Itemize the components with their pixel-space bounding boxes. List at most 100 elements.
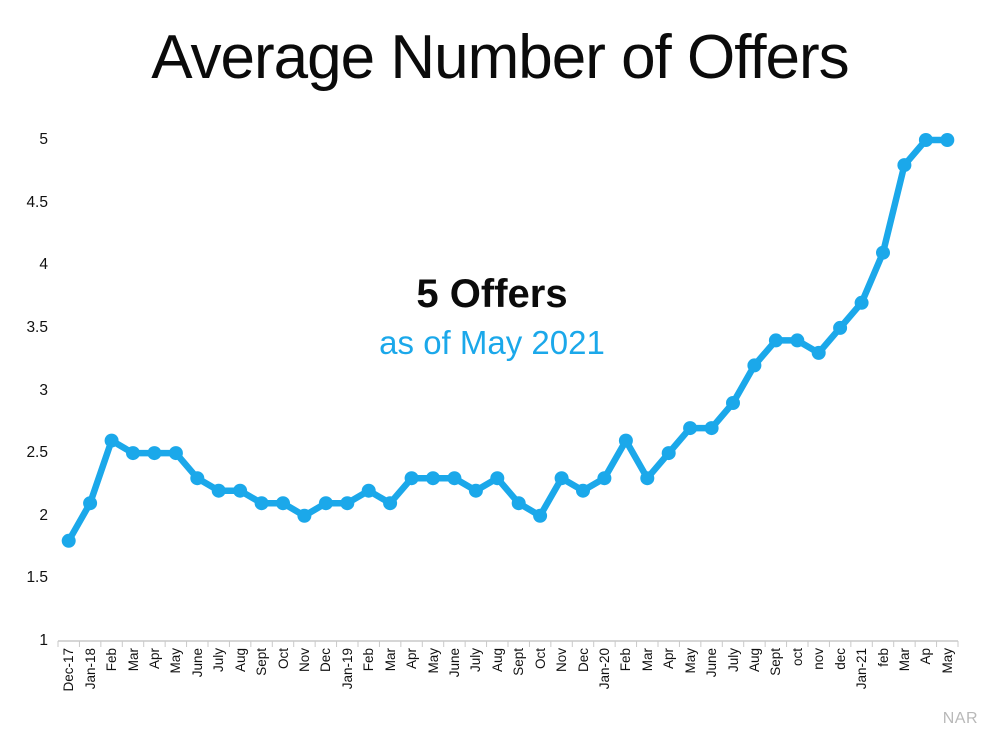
data-point bbox=[276, 496, 290, 511]
data-point bbox=[126, 446, 140, 461]
data-point bbox=[168, 446, 183, 461]
x-axis-label: Apr bbox=[661, 648, 677, 670]
data-point bbox=[897, 158, 912, 173]
x-axis-label: Ap bbox=[918, 648, 934, 665]
data-point bbox=[468, 483, 483, 498]
data-point bbox=[404, 471, 419, 486]
y-axis-label: 5 bbox=[39, 131, 48, 148]
y-axis-label: 3.5 bbox=[26, 319, 48, 336]
data-point bbox=[940, 133, 955, 147]
data-point bbox=[640, 471, 655, 486]
data-point bbox=[61, 533, 76, 548]
x-axis-label: Dec bbox=[318, 648, 334, 673]
x-axis-label: Aug bbox=[746, 648, 762, 673]
data-point bbox=[811, 345, 826, 360]
x-axis-label: May bbox=[425, 648, 441, 674]
x-axis-label: Dec bbox=[575, 648, 591, 673]
data-point bbox=[554, 471, 569, 486]
x-axis-label: June bbox=[704, 648, 720, 678]
x-axis-label: Jan-19 bbox=[339, 648, 355, 690]
x-axis-label: Jan-21 bbox=[854, 648, 870, 690]
y-axis-label: 3 bbox=[39, 382, 48, 399]
x-axis-label: Aug bbox=[489, 648, 505, 673]
x-axis-label: Nov bbox=[296, 648, 312, 673]
chart-title: Average Number of Offers bbox=[151, 23, 849, 92]
data-point bbox=[683, 421, 698, 436]
data-point bbox=[747, 358, 762, 373]
x-axis-label: Sept bbox=[511, 648, 527, 676]
x-axis-label: Nov bbox=[554, 648, 570, 673]
x-axis-label: May bbox=[168, 648, 184, 674]
data-point bbox=[361, 483, 376, 498]
data-point bbox=[597, 471, 612, 486]
data-point bbox=[511, 496, 526, 511]
data-point bbox=[790, 333, 805, 348]
x-axis-label: Mar bbox=[639, 648, 655, 672]
data-point bbox=[854, 295, 869, 310]
data-point bbox=[211, 483, 226, 498]
annotation-subline: as of May 2021 bbox=[379, 324, 605, 361]
x-axis-label: Feb bbox=[618, 648, 634, 672]
x-axis-label: June bbox=[189, 648, 205, 678]
x-axis-label: dec bbox=[832, 648, 848, 670]
x-axis-label: Apr bbox=[404, 648, 420, 670]
x-axis-label: nov bbox=[811, 648, 827, 670]
x-axis-label: Mar bbox=[125, 648, 141, 672]
data-point bbox=[318, 496, 333, 511]
y-axis-label: 4.5 bbox=[26, 194, 48, 211]
x-axis-label: Feb bbox=[104, 648, 120, 672]
x-axis-label: July bbox=[211, 648, 227, 673]
data-point bbox=[876, 245, 890, 260]
data-point bbox=[83, 496, 98, 511]
x-axis-label: Apr bbox=[146, 648, 162, 670]
x-axis-label: Aug bbox=[232, 648, 248, 673]
annotation-headline: 5 Offers bbox=[416, 272, 568, 316]
x-axis-label: Jan-20 bbox=[596, 648, 612, 690]
data-point bbox=[190, 471, 205, 486]
data-point bbox=[918, 133, 933, 147]
x-axis-label: June bbox=[446, 648, 462, 678]
x-axis-label: Oct bbox=[275, 648, 291, 670]
data-point bbox=[340, 496, 355, 511]
x-axis-label: Dec-17 bbox=[61, 648, 77, 692]
data-point bbox=[768, 333, 783, 348]
y-axis-label: 2 bbox=[39, 507, 48, 524]
data-point bbox=[704, 421, 719, 436]
x-axis-label: feb bbox=[875, 648, 891, 667]
data-point bbox=[618, 433, 633, 448]
x-axis-label: Jan-18 bbox=[82, 648, 98, 690]
data-point bbox=[254, 496, 269, 511]
data-point bbox=[833, 320, 848, 335]
x-axis-label: July bbox=[725, 648, 741, 673]
source-label: NAR bbox=[942, 710, 978, 727]
x-axis-label: Sept bbox=[254, 648, 270, 676]
data-point bbox=[490, 471, 505, 486]
x-axis-label: Feb bbox=[361, 648, 377, 672]
x-axis-label: Mar bbox=[382, 648, 398, 672]
annotation: 5 Offers as of May 2021 bbox=[379, 270, 605, 362]
y-axis-label: 2.5 bbox=[26, 444, 48, 461]
data-point bbox=[383, 496, 398, 511]
x-axis-label: Oct bbox=[532, 648, 548, 670]
x-axis-label: oct bbox=[789, 648, 805, 667]
data-point bbox=[426, 471, 440, 486]
data-point bbox=[533, 508, 548, 523]
x-axis-label: July bbox=[468, 648, 484, 673]
y-axis-label: 1.5 bbox=[26, 569, 48, 586]
data-point bbox=[104, 433, 119, 448]
x-axis-label: Mar bbox=[896, 648, 912, 672]
data-point bbox=[576, 483, 590, 498]
x-axis-label: May bbox=[682, 648, 698, 674]
y-axis-label: 4 bbox=[39, 256, 48, 273]
x-axis-label: Sept bbox=[768, 648, 784, 676]
y-axis-label: 1 bbox=[39, 632, 48, 649]
data-point bbox=[726, 396, 740, 410]
data-point bbox=[661, 446, 676, 461]
data-point bbox=[147, 446, 162, 461]
x-axis-label: May bbox=[939, 648, 955, 674]
data-point bbox=[233, 483, 248, 498]
data-point bbox=[447, 471, 462, 486]
data-point bbox=[297, 508, 312, 523]
